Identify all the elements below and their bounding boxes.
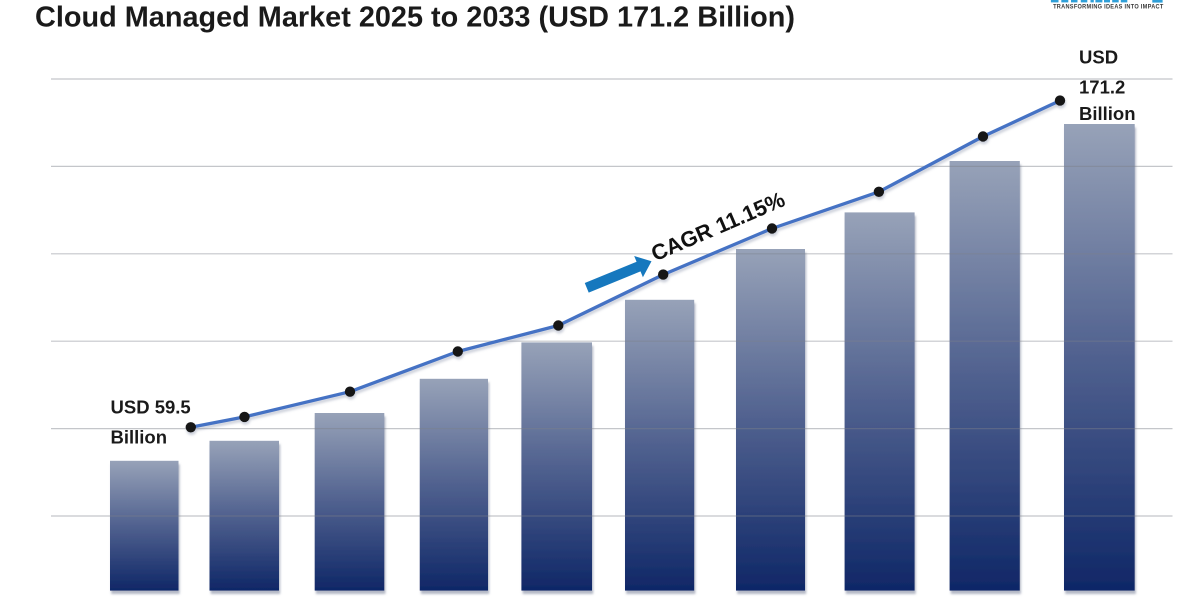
svg-text:USD 59.5: USD 59.5 [111,396,191,417]
svg-text:Billion: Billion [1079,103,1136,124]
svg-text:USD: USD [1079,47,1118,68]
svg-text:171.2: 171.2 [1079,77,1125,98]
svg-text:Cloud Managed Market 2025 to 2: Cloud Managed Market 2025 to 2033 (USD 1… [35,2,795,34]
svg-text:Billion: Billion [111,427,168,448]
svg-text:TRANSFORMING IDEAS INTO IMPACT: TRANSFORMING IDEAS INTO IMPACT [1053,5,1164,11]
